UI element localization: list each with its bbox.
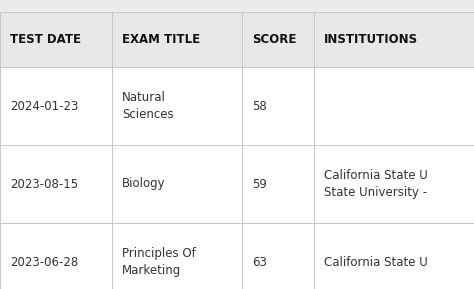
Text: 58: 58 — [252, 99, 267, 112]
Bar — [242, 12, 314, 67]
Text: 2023-06-28: 2023-06-28 — [10, 255, 78, 268]
Bar — [314, 12, 474, 67]
Bar — [112, 145, 242, 223]
Bar — [112, 12, 242, 67]
Text: 59: 59 — [252, 177, 267, 190]
Bar — [0, 67, 112, 145]
Text: California State U
State University -: California State U State University - — [324, 169, 428, 199]
Text: 2023-08-15: 2023-08-15 — [10, 177, 78, 190]
Bar — [314, 223, 474, 289]
Text: Principles Of
Marketing: Principles Of Marketing — [122, 247, 196, 277]
Text: 2024-01-23: 2024-01-23 — [10, 99, 78, 112]
Bar — [314, 145, 474, 223]
Text: Biology: Biology — [122, 177, 165, 190]
Text: EXAM TITLE: EXAM TITLE — [122, 33, 200, 46]
Bar — [0, 12, 112, 67]
Bar — [242, 223, 314, 289]
Bar — [0, 0, 474, 12]
Bar — [112, 67, 242, 145]
Bar — [0, 145, 112, 223]
Text: INSTITUTIONS: INSTITUTIONS — [324, 33, 418, 46]
Text: Natural
Sciences: Natural Sciences — [122, 91, 173, 121]
Bar — [112, 223, 242, 289]
Bar — [242, 145, 314, 223]
Bar — [314, 67, 474, 145]
Text: California State U: California State U — [324, 255, 428, 268]
Text: SCORE: SCORE — [252, 33, 296, 46]
Bar — [242, 67, 314, 145]
Text: 63: 63 — [252, 255, 267, 268]
Bar — [0, 223, 112, 289]
Text: TEST DATE: TEST DATE — [10, 33, 81, 46]
